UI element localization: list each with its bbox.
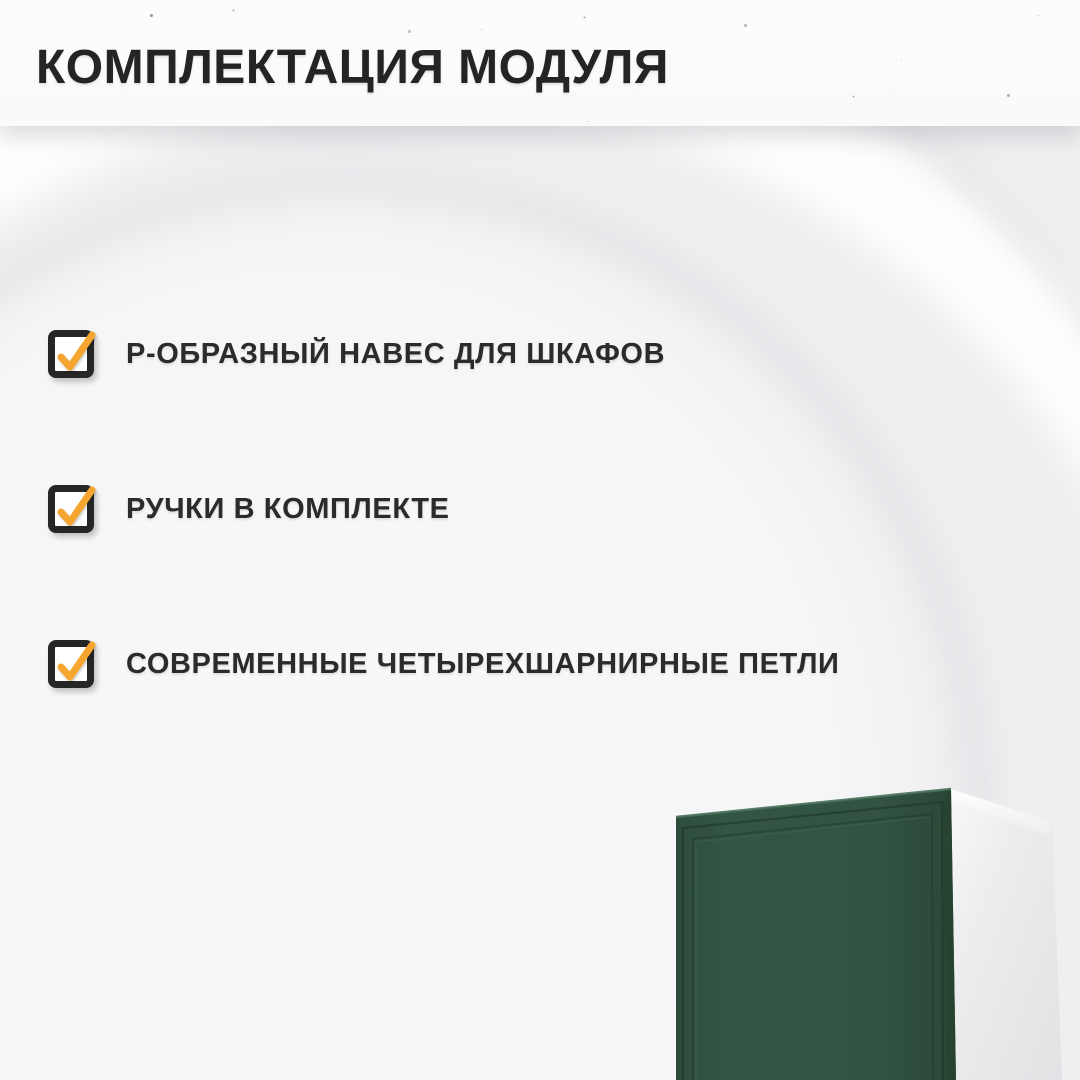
checklist-item: Р-ОБРАЗНЫЙ НАВЕС ДЛЯ ШКАФОВ [48, 330, 665, 378]
checklist-item: РУЧКИ В КОМПЛЕКТЕ [48, 485, 450, 533]
cabinet-image [675, 787, 1062, 1080]
checklist-item-label: СОВРЕМЕННЫЕ ЧЕТЫРЕХШАРНИРНЫЕ ПЕТЛИ [126, 647, 840, 680]
page-title: КОМПЛЕКТАЦИЯ МОДУЛЯ [36, 41, 669, 94]
checklist-item-label: Р-ОБРАЗНЫЙ НАВЕС ДЛЯ ШКАФОВ [126, 337, 666, 370]
checkbox-checked-icon [48, 640, 96, 688]
checkbox-checked-icon [48, 485, 96, 533]
checklist-item: СОВРЕМЕННЫЕ ЧЕТЫРЕХШАРНИРНЫЕ ПЕТЛИ [48, 640, 840, 688]
checkbox-checked-icon [48, 330, 96, 378]
checklist-item-label: РУЧКИ В КОМПЛЕКТЕ [126, 492, 450, 525]
